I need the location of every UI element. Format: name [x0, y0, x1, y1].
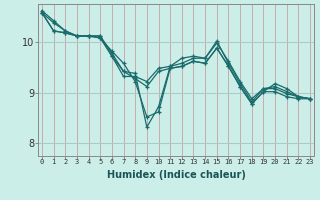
- X-axis label: Humidex (Indice chaleur): Humidex (Indice chaleur): [107, 170, 245, 180]
